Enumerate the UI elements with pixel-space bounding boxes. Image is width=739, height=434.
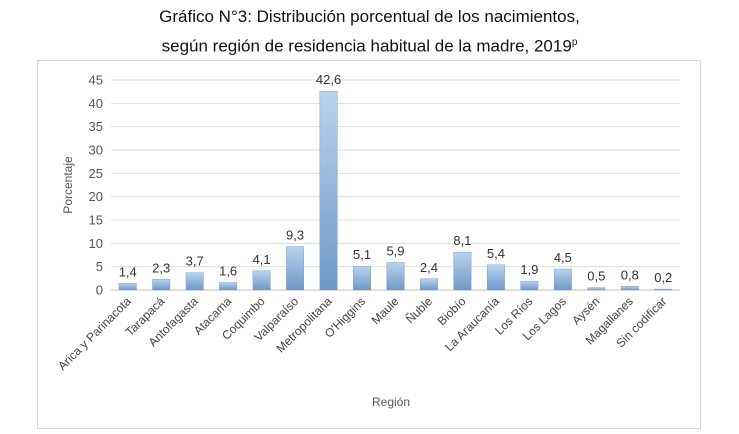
category-label: Arica y Parinacota (55, 294, 134, 373)
bar (152, 279, 171, 291)
bar (453, 251, 472, 291)
y-tick-label: 45 (89, 73, 103, 88)
chart-title-line-2: según región de residencia habitual de l… (161, 36, 578, 56)
bar (520, 280, 539, 291)
bar (286, 246, 305, 291)
y-tick-label: 25 (89, 166, 103, 181)
chart-frame (37, 60, 701, 429)
bar (252, 270, 271, 291)
bar (353, 265, 371, 291)
bar (654, 288, 673, 291)
data-label: 8,1 (453, 233, 471, 248)
bar (553, 268, 572, 291)
data-label: 4,1 (253, 252, 271, 267)
data-label: 42,6 (316, 72, 341, 87)
bar (219, 282, 238, 291)
data-label: 5,4 (487, 246, 505, 261)
bar (118, 283, 137, 291)
bar (486, 264, 505, 291)
y-tick-label: 35 (89, 119, 103, 134)
data-label: 9,3 (286, 228, 304, 243)
data-label: 4,5 (554, 250, 572, 265)
y-tick-label: 40 (89, 96, 103, 111)
data-label: 1,4 (119, 264, 137, 279)
data-label: 3,7 (186, 254, 204, 269)
bar (319, 90, 338, 291)
y-tick-label: 10 (89, 236, 103, 251)
data-label: 0,2 (654, 270, 672, 285)
y-tick-label: 15 (89, 213, 103, 228)
data-label: 2,4 (420, 260, 438, 275)
y-tick-label: 30 (89, 143, 103, 158)
category-label: Maule (369, 294, 402, 327)
data-label: 0,5 (587, 269, 605, 284)
data-label: 1,9 (520, 262, 538, 277)
bar (587, 287, 606, 291)
data-label: 0,8 (621, 267, 639, 282)
category-label: Ñuble (403, 294, 435, 326)
y-tick-label: 5 (96, 259, 103, 274)
data-label: 5,1 (353, 247, 371, 262)
bar (620, 286, 639, 291)
data-label: 1,6 (219, 264, 237, 279)
chart-title-superscript: p (571, 37, 578, 48)
bar (386, 262, 405, 291)
data-label: 5,9 (386, 243, 404, 258)
data-label: 2,3 (152, 260, 170, 275)
x-axis-title: Región (372, 395, 410, 409)
y-tick-label: 0 (96, 283, 103, 298)
chart-title-line-1: Gráfico N°3: Distribución porcentual de … (159, 7, 580, 26)
y-tick-label: 20 (89, 189, 103, 204)
y-axis-title: Porcentaje (61, 156, 75, 214)
bar (420, 278, 438, 291)
bar (185, 272, 204, 291)
